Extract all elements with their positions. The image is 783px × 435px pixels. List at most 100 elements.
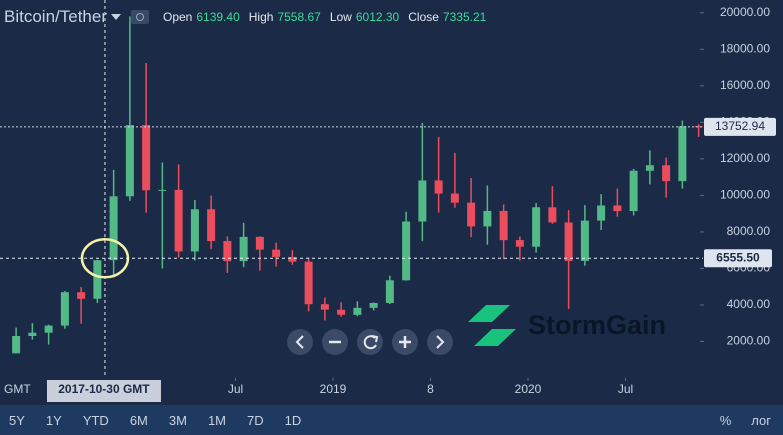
ohlc-value: 7335.21: [442, 10, 487, 24]
x-tick-label: 2019: [320, 382, 347, 396]
toolbar: 5Y 1Y YTD 6M 3M 1M 7D 1D % лог: [0, 405, 783, 435]
ohlc-label: High: [248, 10, 274, 24]
symbol-title[interactable]: Bitcoin/Tether: [4, 7, 107, 26]
ohlc: Open 6139.40 High 7558.67 Low 6012.30 Close 733…: [163, 10, 495, 24]
candle-body: [402, 221, 411, 281]
scale-button[interactable]: лог: [751, 412, 771, 428]
candle-body: [564, 222, 573, 261]
candle-body: [597, 205, 606, 221]
x-tick-label: Jul: [618, 382, 633, 396]
candle-body: [28, 332, 37, 336]
symbol-dropdown[interactable]: [111, 14, 121, 20]
candle-body: [12, 336, 21, 354]
y-tick-label: 20000.00: [720, 5, 770, 19]
icon: [363, 335, 377, 350]
highlight-circle: [80, 238, 130, 279]
candle-body: [272, 249, 281, 257]
x-tick-label: Jul: [228, 382, 243, 396]
range-buttons: 5Y 1Y YTD 6M 3M 1M 7D 1D: [9, 405, 301, 435]
navigation: [287, 329, 453, 355]
chart: 2000.004000.006000.008000.0010000.001200…: [0, 0, 776, 402]
x-tick-label: 8: [427, 382, 434, 396]
range-button[interactable]: 1D: [284, 412, 302, 428]
candle-body: [613, 205, 622, 212]
timezone-label: GMT: [4, 382, 31, 396]
y-tick-label: 16000.00: [720, 78, 770, 92]
candle-body: [645, 165, 654, 171]
y-tick-label: 8000.00: [727, 224, 771, 238]
header: Bitcoin/Tether Open 6139.40 High 7558.67 Low…: [4, 4, 495, 30]
candle-body: [223, 241, 232, 262]
candle-body: [207, 209, 216, 242]
candle-body: [629, 170, 638, 212]
crosshair-y-label: 6555.50: [716, 250, 760, 264]
candle-body: [288, 256, 297, 262]
ohlc-value: 6139.40: [196, 10, 240, 24]
candle-body: [385, 280, 394, 303]
candle-body: [304, 261, 313, 305]
icon: [371, 335, 379, 343]
brand-logo: StormGain: [468, 305, 666, 346]
scroll-right-button[interactable]: [427, 329, 453, 355]
candle-body: [483, 210, 492, 227]
candle-body: [369, 302, 378, 308]
range-button[interactable]: 7D: [247, 412, 264, 428]
icon: [399, 336, 411, 348]
crosshair-x-box: [46, 380, 161, 402]
logo-shape: [474, 329, 516, 346]
candle-body: [93, 260, 102, 299]
candle-body: [255, 236, 264, 250]
candle-body: [515, 240, 524, 247]
y-tick-label: 10000.00: [720, 188, 770, 202]
candle-body: [109, 196, 118, 261]
x-tick-label: 2020: [515, 382, 542, 396]
candle-body: [353, 307, 362, 315]
candle-body: [320, 304, 329, 310]
reset-button[interactable]: [357, 329, 383, 355]
scale-button[interactable]: %: [719, 412, 732, 428]
crosshair-x-label: 2017-10-30 GMT: [58, 382, 150, 396]
crosshair-y-box: [704, 249, 772, 268]
candle-body: [337, 309, 346, 315]
y-tick-label: 12000.00: [720, 151, 770, 165]
scroll-left-button[interactable]: [287, 329, 313, 355]
range-button[interactable]: YTD: [82, 412, 109, 428]
range-button[interactable]: 5Y: [9, 412, 25, 428]
scale-buttons: % лог: [720, 405, 771, 435]
ohlc-value: 6012.30: [355, 10, 400, 24]
ohlc-label: Low: [329, 10, 352, 24]
ohlc-label: Open: [163, 10, 193, 24]
candle-body: [548, 207, 557, 223]
candle-body: [239, 236, 248, 262]
candle-body: [434, 180, 443, 194]
y-tick-label: 4000.00: [727, 297, 771, 311]
candle-body: [499, 210, 508, 241]
candle-body: [467, 202, 476, 227]
candle-body: [125, 125, 134, 197]
logo-shape: [468, 305, 510, 322]
range-button[interactable]: 1Y: [45, 412, 62, 428]
range-button[interactable]: 1M: [207, 412, 226, 428]
candle-body: [174, 189, 183, 252]
icon: [436, 335, 445, 349]
candle-body: [60, 292, 69, 326]
candle-body: [142, 125, 151, 191]
ohlc-value: 7558.67: [277, 10, 321, 24]
candle-body: [662, 165, 671, 182]
candle-body: [158, 189, 167, 191]
visibility-toggle[interactable]: [131, 10, 149, 24]
candle-body: [450, 193, 459, 203]
candle-body: [694, 126, 703, 128]
last-price-box: [704, 117, 776, 136]
icon: [295, 335, 304, 349]
candle-body: [418, 180, 427, 222]
y-tick-label: 18000.00: [720, 41, 770, 55]
brand-name: StormGain: [528, 310, 666, 340]
range-button[interactable]: 6M: [129, 412, 148, 428]
range-button[interactable]: 3M: [168, 412, 187, 428]
candle-body: [678, 126, 687, 182]
ohlc-label: Close: [408, 10, 439, 24]
candle-body: [44, 325, 53, 333]
candle-body: [532, 207, 541, 247]
